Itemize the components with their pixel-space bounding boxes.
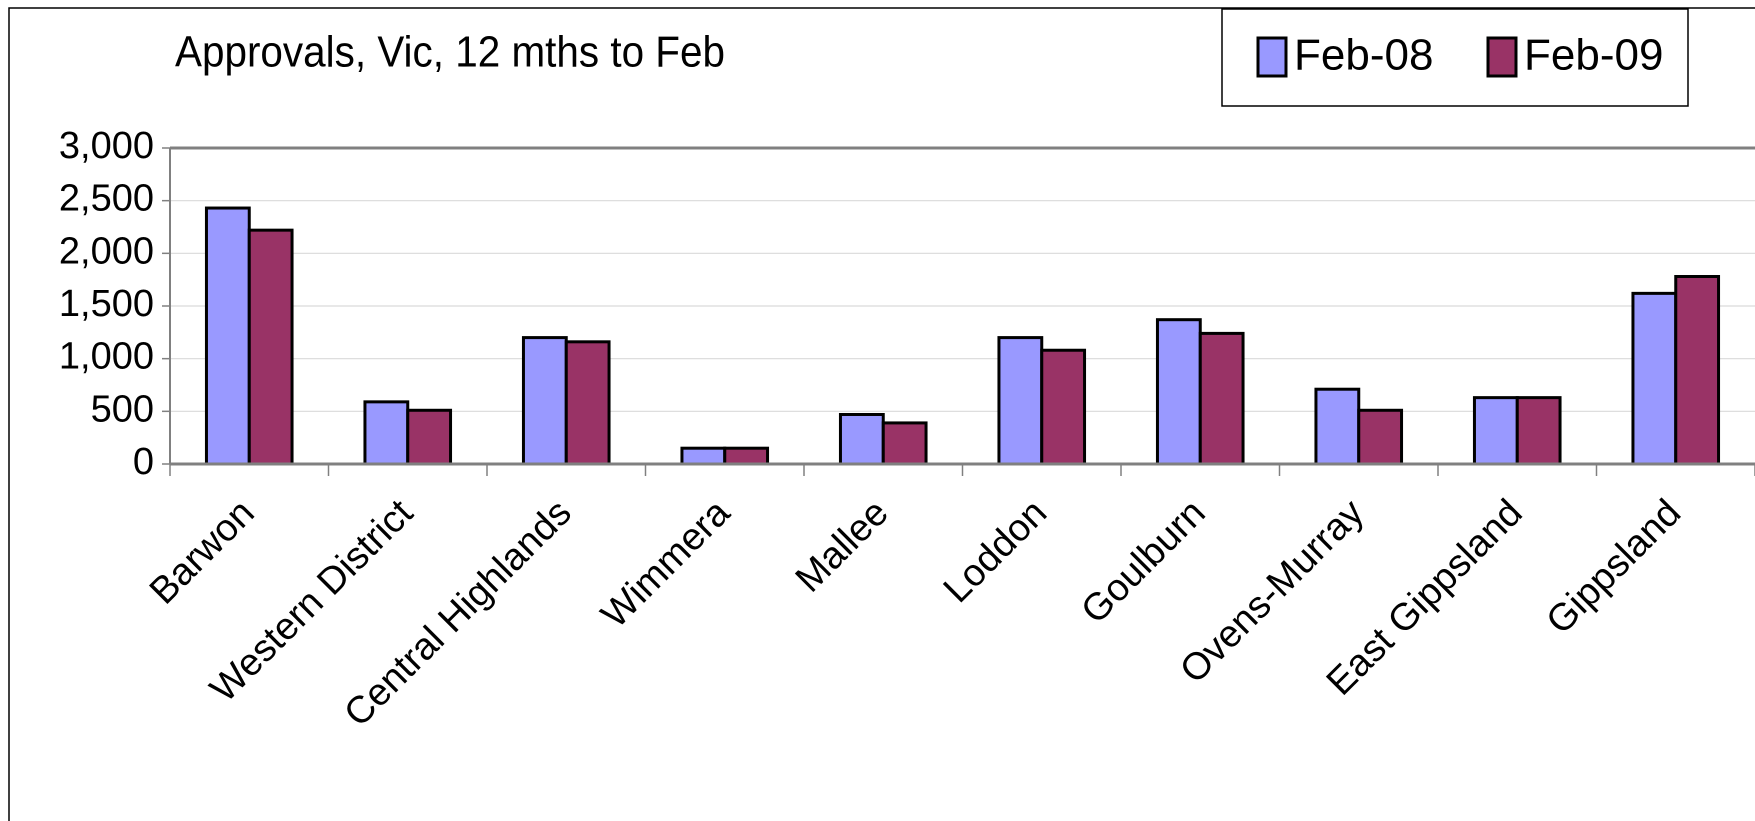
y-tick-label: 3,000 xyxy=(59,125,154,167)
legend-swatch xyxy=(1256,36,1288,78)
y-tick-label: 0 xyxy=(133,441,154,483)
bar xyxy=(363,400,410,466)
bar xyxy=(1472,396,1519,466)
bar xyxy=(247,228,294,466)
bar xyxy=(1198,331,1245,466)
chart-title: Approvals, Vic, 12 mths to Feb xyxy=(175,28,725,77)
bar xyxy=(997,336,1044,466)
bar xyxy=(564,340,611,466)
y-tick-label: 500 xyxy=(91,388,154,430)
y-tick-label: 2,000 xyxy=(59,230,154,272)
bar xyxy=(1314,387,1361,466)
bar xyxy=(680,446,727,466)
bar xyxy=(521,336,568,466)
bar xyxy=(838,412,885,466)
y-tick-label: 1,500 xyxy=(59,283,154,325)
bar xyxy=(1674,275,1721,466)
legend-box xyxy=(1221,8,1689,107)
bar xyxy=(723,446,770,466)
legend-label: Feb-08 xyxy=(1294,31,1433,80)
bar xyxy=(1155,318,1202,466)
bar xyxy=(204,206,251,466)
legend-label: Feb-09 xyxy=(1524,31,1663,80)
bar xyxy=(881,421,928,466)
bar xyxy=(406,408,453,466)
bar xyxy=(1357,408,1404,466)
bar xyxy=(1515,396,1562,466)
bar xyxy=(1040,348,1087,466)
y-tick-label: 1,000 xyxy=(59,336,154,378)
y-tick-label: 2,500 xyxy=(59,178,154,220)
bar xyxy=(1631,291,1678,466)
legend-swatch xyxy=(1486,36,1518,78)
